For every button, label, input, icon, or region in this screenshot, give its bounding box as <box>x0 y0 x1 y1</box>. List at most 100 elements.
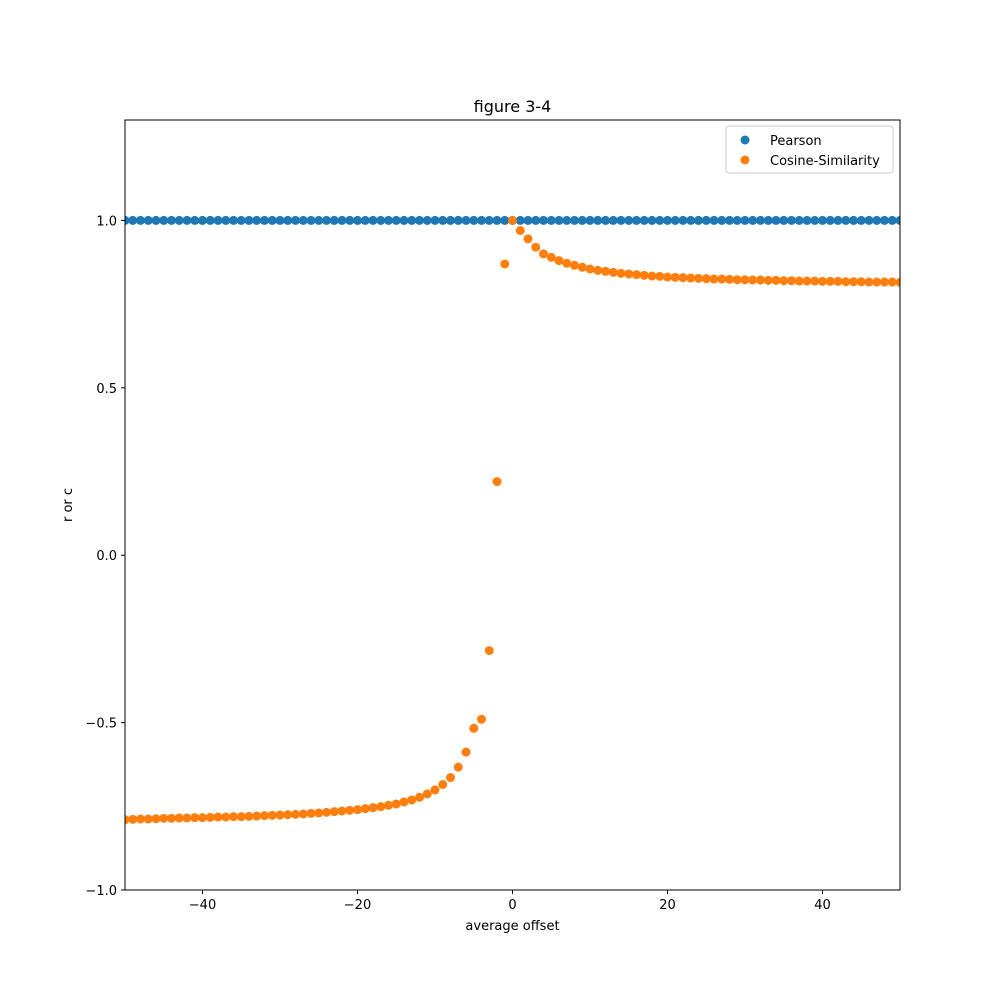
data-point <box>198 215 207 225</box>
data-point <box>213 812 223 822</box>
data-point <box>213 215 223 225</box>
legend-box <box>725 125 894 174</box>
data-point <box>298 809 308 819</box>
data-point <box>872 215 882 225</box>
data-point <box>260 215 269 225</box>
data-point <box>849 277 858 287</box>
data-point <box>492 215 502 225</box>
x-axis: −40 −20 0 20 40 <box>189 890 831 913</box>
data-point <box>864 277 874 287</box>
data-point <box>562 258 572 268</box>
data-point <box>353 215 362 225</box>
x-tick-label: 40 <box>814 898 831 913</box>
data-point <box>686 215 696 225</box>
data-point <box>531 242 541 252</box>
data-point <box>167 813 176 823</box>
data-point <box>864 215 874 225</box>
legend-marker <box>740 155 750 165</box>
data-point <box>593 215 603 225</box>
data-point <box>748 215 758 225</box>
data-point <box>128 215 138 225</box>
data-point <box>523 215 533 225</box>
data-point <box>601 266 610 276</box>
data-point <box>539 249 548 259</box>
data-point <box>306 215 316 225</box>
data-point <box>763 275 773 285</box>
data-point <box>787 276 796 286</box>
data-point <box>825 215 835 225</box>
data-point <box>670 272 680 282</box>
data-point <box>570 260 579 270</box>
data-point <box>678 215 688 225</box>
x-axis-label: average offset <box>465 919 559 934</box>
data-point <box>252 215 262 225</box>
data-point <box>438 780 448 790</box>
data-point <box>694 273 703 283</box>
data-point <box>469 215 479 225</box>
data-point <box>802 215 812 225</box>
data-point <box>345 215 355 225</box>
y-tick-label: 1.0 <box>96 214 117 229</box>
data-point <box>415 792 424 802</box>
data-point <box>872 277 882 287</box>
data-point <box>399 215 409 225</box>
data-point <box>546 215 556 225</box>
data-point <box>577 215 587 225</box>
data-point <box>244 811 254 821</box>
data-point <box>167 215 176 225</box>
data-point <box>438 215 448 225</box>
data-point <box>810 215 820 225</box>
data-point <box>128 814 138 824</box>
data-point <box>570 215 579 225</box>
data-point <box>229 812 238 822</box>
data-point <box>143 814 153 824</box>
data-point <box>732 215 742 225</box>
y-tick-label: 0.0 <box>96 549 117 564</box>
data-point <box>508 215 517 225</box>
data-point <box>368 803 378 813</box>
data-point <box>717 215 727 225</box>
data-point <box>283 215 293 225</box>
data-point <box>895 215 900 225</box>
data-point <box>554 215 564 225</box>
data-point <box>539 215 548 225</box>
data-point <box>787 215 796 225</box>
data-point <box>725 274 734 284</box>
data-point <box>632 215 641 225</box>
data-point <box>275 215 285 225</box>
data-point <box>267 215 277 225</box>
data-point <box>880 277 889 287</box>
data-point <box>849 215 858 225</box>
data-point <box>895 277 900 287</box>
data-point <box>601 215 610 225</box>
data-point <box>756 215 765 225</box>
data-point <box>779 276 789 286</box>
data-point <box>709 274 719 284</box>
data-point <box>678 273 688 283</box>
data-point <box>407 215 417 225</box>
x-tick-label: −20 <box>344 898 371 913</box>
data-point <box>229 215 238 225</box>
data-point <box>810 276 820 286</box>
data-point <box>717 274 727 284</box>
data-point <box>515 225 525 235</box>
data-point <box>756 275 765 285</box>
x-tick-label: −40 <box>189 898 216 913</box>
data-point <box>221 812 231 822</box>
y-tick-label: 0.5 <box>96 382 117 397</box>
data-point <box>725 215 734 225</box>
data-point <box>422 215 432 225</box>
data-point <box>174 215 184 225</box>
data-point <box>608 267 618 277</box>
data-point <box>887 277 897 287</box>
data-point <box>608 215 618 225</box>
data-point <box>125 215 130 225</box>
data-point <box>709 215 719 225</box>
data-point <box>732 275 742 285</box>
data-point <box>244 215 254 225</box>
data-point <box>453 762 463 772</box>
data-point <box>554 256 564 266</box>
data-point <box>686 273 696 283</box>
y-tick-label: −1.0 <box>85 884 117 899</box>
